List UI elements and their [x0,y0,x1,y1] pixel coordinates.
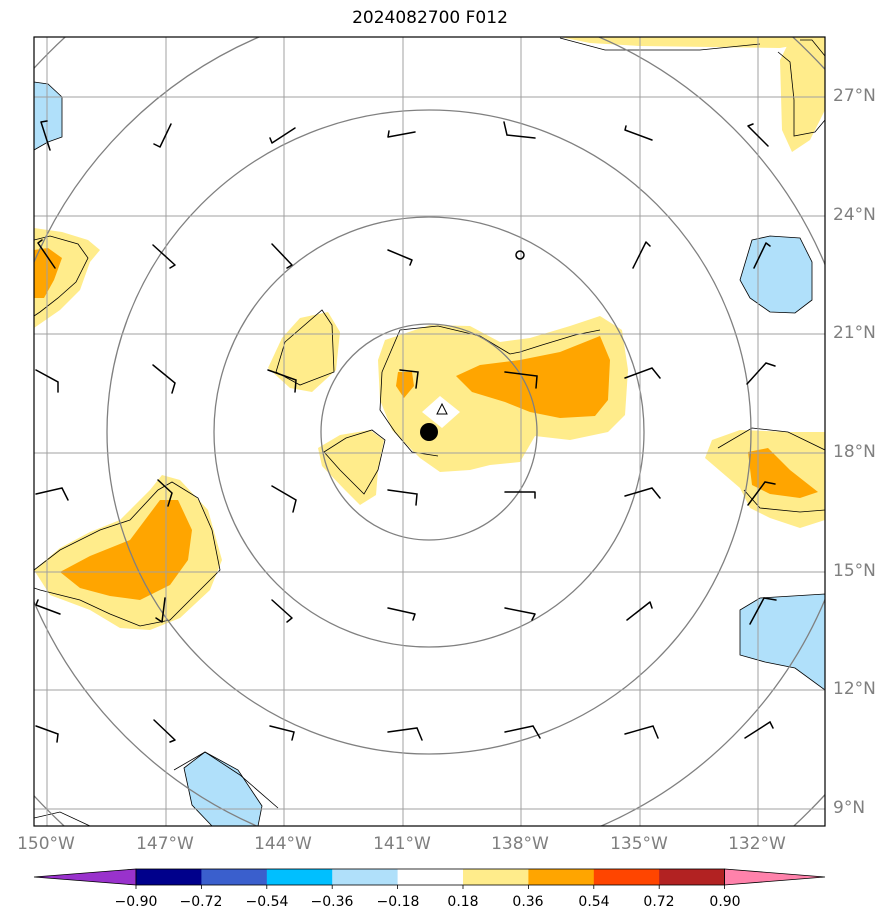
colorbar-label-6: 0.18 [447,894,479,910]
colorbar-extend-low [33,868,137,886]
anomaly-area-w-orange [34,248,62,298]
strong-positive-areas [34,248,818,600]
lon-label-144w: 144°W [254,834,312,854]
anomaly-area-e-orange [748,448,818,498]
colorbar-label-8: 0.54 [578,894,610,910]
colorbar-label-4: −0.36 [310,894,354,910]
lon-label-147w: 147°W [136,834,194,854]
wind-barbs [35,120,777,743]
colorbar-bin-7 [528,869,595,885]
lat-label-12n: 12°N [833,679,876,699]
anomaly-area-nw-blue [34,81,63,151]
colorbar [33,868,826,889]
colorbar-bin-3 [266,869,333,885]
lat-label-18n: 18°N [833,442,876,462]
colorbar-bin-5 [397,869,464,885]
colorbar-label-2: −0.72 [179,894,223,910]
colorbar-label-1: −0.90 [114,894,158,910]
anomaly-area-ne-yellow [780,40,825,152]
colorbar-label-7: 0.36 [512,894,544,910]
storm-center-marker [420,402,448,441]
colorbar-bin-2 [201,869,268,885]
range-ring-3 [106,109,752,755]
anomaly-area-sw-central [318,430,384,505]
lat-label-9n: 9°N [833,798,866,818]
anomaly-area-ne-blue [739,235,813,314]
colorbar-bin-9 [659,869,726,885]
storm-center-small-triangle [436,402,448,415]
lon-label-132w: 132°W [728,834,786,854]
anomaly-area-central-orange-small [396,372,414,398]
colorbar-bin-6 [463,869,529,885]
lon-label-141w: 141°W [373,834,431,854]
colorbar-label-10: 0.90 [709,894,741,910]
range-ring-1 [320,323,538,541]
lat-label-24n: 24°N [833,205,876,225]
colorbar-label-9: 0.72 [643,894,675,910]
lat-label-27n: 27°N [833,86,876,106]
lon-label-135w: 135°W [610,834,668,854]
colorbar-bin-1 [136,869,202,885]
anomaly-area-north-yellow [560,37,825,48]
anomaly-area-sw-blue [183,751,263,826]
anomaly-area-e-blue [739,593,825,691]
colorbar-label-3: −0.54 [245,894,289,910]
map-title: 2024082700 F012 [352,8,508,28]
lat-label-15n: 15°N [833,561,876,581]
lon-label-138w: 138°W [491,834,549,854]
plot-frame [33,36,826,827]
lat-label-21n: 21°N [833,323,876,343]
anomaly-area-sw-orange [60,500,192,600]
colorbar-bin-8 [593,869,660,885]
lon-label-150w: 150°W [17,834,75,854]
gridlines [34,37,825,826]
anomaly-area-west-blob [268,312,340,392]
anomaly-area-central-orange [456,336,610,418]
colorbar-label-5: −0.18 [376,894,420,910]
range-ring-2 [213,216,645,648]
calm-wind-marker [515,250,525,260]
colorbar-frame [135,868,725,886]
colorbar-bin-4 [332,869,399,885]
colorbar-extend-high [724,868,826,886]
